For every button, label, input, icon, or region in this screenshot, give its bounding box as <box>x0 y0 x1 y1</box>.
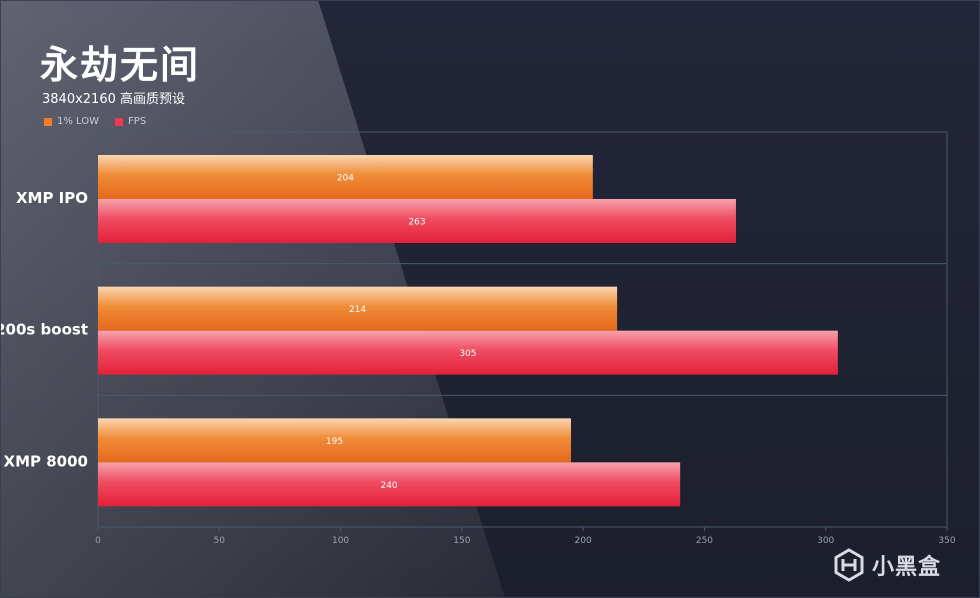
legend-item-fps[interactable]: FPS <box>115 116 146 127</box>
bar-fps-200s-boost <box>98 330 838 375</box>
chart-subtitle: 3840x2160 高画质预设 <box>42 92 185 107</box>
x-tick-label: 350 <box>938 536 955 546</box>
chart-title: 永劫无间 <box>40 43 201 87</box>
legend-swatch-fps <box>115 117 124 126</box>
legend-swatch-1-low <box>44 117 52 126</box>
x-tick-label: 150 <box>453 536 470 546</box>
data-label-fps-xmp-ipo: 263 <box>408 218 425 228</box>
bar-fps-xmp-8000 <box>98 462 681 507</box>
xiaoheihe-logo-icon <box>834 548 864 582</box>
category-label-xmp-ipo: XMP IPO <box>16 189 88 207</box>
plot-area: 0 50 100 150 200 250 300 350 XMP IPO 204 263 200s b… <box>0 131 956 546</box>
bar-1-low-200s-boost <box>98 286 618 331</box>
data-label-fps-200s-boost: 305 <box>459 349 476 359</box>
x-tick-label: 50 <box>214 536 226 546</box>
brand-name: 小黑盒 <box>872 555 942 580</box>
data-label-1-low-xmp-8000: 195 <box>326 437 343 447</box>
x-tick-label: 250 <box>696 536 713 546</box>
data-label-fps-xmp-8000: 240 <box>380 481 397 491</box>
brand-watermark: 小黑盒 <box>832 548 941 582</box>
data-label-1-low-200s-boost: 214 <box>349 305 366 315</box>
category-label-200s-boost: 200s boost <box>0 321 88 339</box>
legend: 1% LOW FPS <box>44 116 146 127</box>
category-label-xmp-8000: XMP 8000 <box>4 452 88 470</box>
bar-fps-xmp-ipo <box>98 199 736 243</box>
x-tick-label: 100 <box>332 536 349 546</box>
data-label-1-low-xmp-ipo: 204 <box>337 174 354 184</box>
x-tick-label: 0 <box>95 536 101 546</box>
x-tick-label: 200 <box>575 536 592 546</box>
legend-item-1-low[interactable]: 1% LOW <box>44 116 99 127</box>
bar-1-low-xmp-ipo <box>98 155 593 199</box>
legend-label-fps: FPS <box>128 116 147 127</box>
bar-1-low-xmp-8000 <box>98 418 572 463</box>
legend-label-1-low: 1% LOW <box>57 116 100 127</box>
x-tick-label: 300 <box>817 536 834 546</box>
